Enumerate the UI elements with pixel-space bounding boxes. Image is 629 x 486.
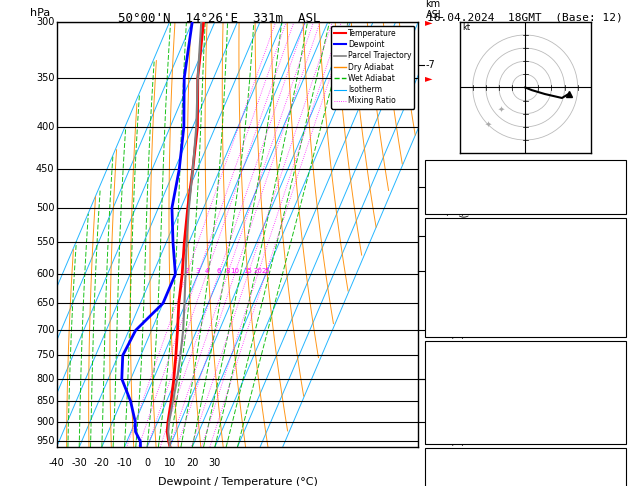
Text: 0: 0 <box>616 405 622 414</box>
Text: EH: EH <box>428 479 439 486</box>
Text: 15: 15 <box>243 268 252 274</box>
Text: Surface: Surface <box>506 224 544 233</box>
Text: ►: ► <box>425 417 432 427</box>
Text: 4: 4 <box>204 268 209 274</box>
Text: -10: -10 <box>116 458 132 468</box>
Text: ►: ► <box>425 325 432 335</box>
Text: 950: 950 <box>36 436 55 447</box>
Text: ►: ► <box>425 203 432 213</box>
Text: 750: 750 <box>36 350 55 361</box>
Text: 0.77: 0.77 <box>601 208 622 217</box>
Text: 600: 600 <box>36 269 55 279</box>
Text: 800: 800 <box>36 374 55 384</box>
Text: 179: 179 <box>606 422 622 431</box>
Text: 54: 54 <box>611 479 622 486</box>
Text: 900: 900 <box>36 417 55 427</box>
Text: 550: 550 <box>36 238 55 247</box>
Text: ►: ► <box>425 396 432 406</box>
Text: 8: 8 <box>225 268 230 274</box>
Text: CAPE (J): CAPE (J) <box>428 315 471 324</box>
Text: -2CL: -2CL <box>426 374 447 384</box>
Text: 400: 400 <box>36 122 55 132</box>
Text: 10.2: 10.2 <box>601 249 622 258</box>
Text: 30: 30 <box>209 458 221 468</box>
Text: Dewp (°C): Dewp (°C) <box>428 265 477 274</box>
Text: -5: -5 <box>426 231 435 241</box>
Text: Hodograph: Hodograph <box>501 454 549 463</box>
Text: 295: 295 <box>606 389 622 398</box>
Text: Lifted Index: Lifted Index <box>428 298 493 307</box>
Text: ►: ► <box>425 298 432 308</box>
Text: 295: 295 <box>606 282 622 291</box>
Text: K: K <box>428 175 434 184</box>
Text: ►: ► <box>425 350 432 361</box>
Text: Totals Totals: Totals Totals <box>428 191 498 200</box>
Text: -1: -1 <box>426 417 435 427</box>
Text: 2: 2 <box>184 268 189 274</box>
Text: 20: 20 <box>186 458 198 468</box>
Text: kt: kt <box>462 23 470 32</box>
Text: 25: 25 <box>261 268 270 274</box>
Text: CIN (J): CIN (J) <box>428 331 466 340</box>
Text: ✦: ✦ <box>485 120 492 129</box>
Text: ►: ► <box>425 73 432 83</box>
Text: 0: 0 <box>616 298 622 307</box>
Text: 450: 450 <box>36 164 55 174</box>
Text: 16.04.2024  18GMT  (Base: 12): 16.04.2024 18GMT (Base: 12) <box>427 12 623 22</box>
Text: Lifted Index: Lifted Index <box>428 405 493 414</box>
Text: ►: ► <box>425 436 432 447</box>
Text: 22: 22 <box>611 175 622 184</box>
Text: 965: 965 <box>606 372 622 381</box>
Text: θₑ(K): θₑ(K) <box>428 282 455 291</box>
Text: -2.9: -2.9 <box>601 265 622 274</box>
Text: -7: -7 <box>426 60 435 70</box>
Text: 10: 10 <box>230 268 239 274</box>
Text: Most Unstable: Most Unstable <box>490 347 560 356</box>
Text: 850: 850 <box>36 396 55 406</box>
Text: ✦: ✦ <box>498 104 505 113</box>
Text: CIN (J): CIN (J) <box>428 438 466 447</box>
Text: 3: 3 <box>196 268 201 274</box>
Text: Mixing Ratio (g/kg): Mixing Ratio (g/kg) <box>460 189 470 280</box>
Text: 179: 179 <box>606 315 622 324</box>
Text: 20: 20 <box>253 268 262 274</box>
Text: ►: ► <box>425 374 432 384</box>
Text: km
ASL: km ASL <box>426 0 444 20</box>
Text: 6: 6 <box>216 268 221 274</box>
Text: CAPE (J): CAPE (J) <box>428 422 471 431</box>
Text: 57: 57 <box>611 191 622 200</box>
Text: 0: 0 <box>616 331 622 340</box>
Text: Pressure (mb): Pressure (mb) <box>428 372 498 381</box>
Text: ►: ► <box>425 17 432 27</box>
Text: 0: 0 <box>144 458 150 468</box>
Text: Dewpoint / Temperature (°C): Dewpoint / Temperature (°C) <box>157 477 318 486</box>
Text: θₑ (K): θₑ (K) <box>428 389 460 398</box>
Text: -4: -4 <box>426 266 435 276</box>
Text: Temp (°C): Temp (°C) <box>428 249 477 258</box>
Text: 350: 350 <box>36 73 55 83</box>
Text: © weatheronline.co.uk: © weatheronline.co.uk <box>473 472 577 481</box>
Text: PW (cm): PW (cm) <box>428 208 466 217</box>
Text: -20: -20 <box>94 458 109 468</box>
Text: -3: -3 <box>426 325 435 335</box>
Text: -6: -6 <box>426 182 435 192</box>
Text: 300: 300 <box>36 17 55 27</box>
Text: 500: 500 <box>36 203 55 213</box>
Text: 650: 650 <box>36 298 55 308</box>
Text: -2: -2 <box>426 374 435 384</box>
Text: -40: -40 <box>48 458 65 468</box>
Text: 50°00'N  14°26'E  331m  ASL: 50°00'N 14°26'E 331m ASL <box>118 12 321 25</box>
Text: -30: -30 <box>71 458 87 468</box>
Legend: Temperature, Dewpoint, Parcel Trajectory, Dry Adiabat, Wet Adiabat, Isotherm, Mi: Temperature, Dewpoint, Parcel Trajectory… <box>331 26 415 108</box>
Text: 700: 700 <box>36 325 55 335</box>
Text: 10: 10 <box>164 458 175 468</box>
Text: 0: 0 <box>616 438 622 447</box>
Text: hPa: hPa <box>30 8 50 17</box>
